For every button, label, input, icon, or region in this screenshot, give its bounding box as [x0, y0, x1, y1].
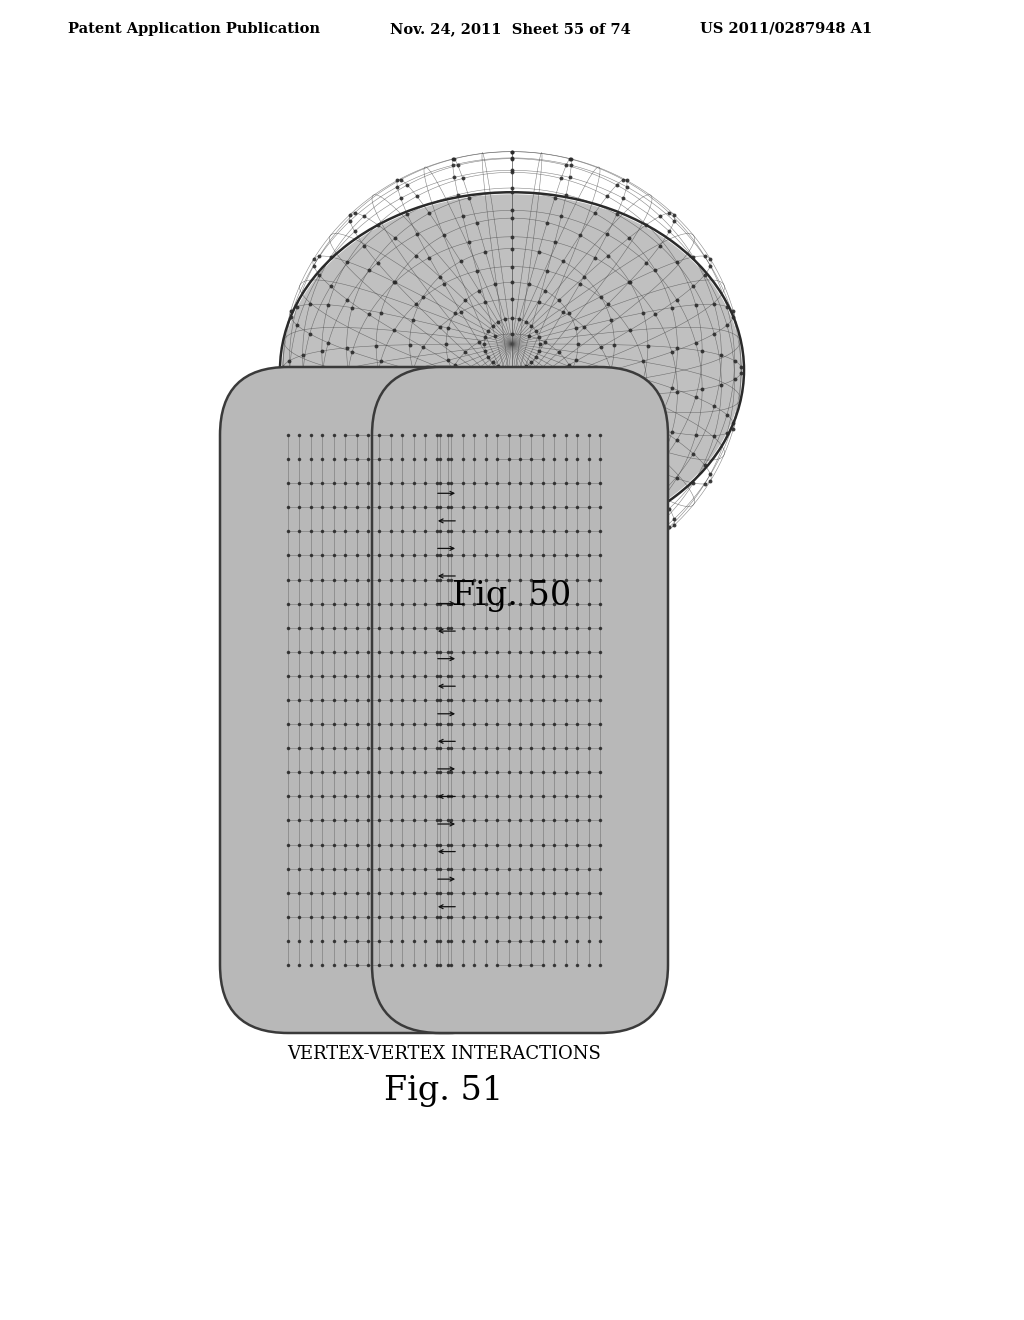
- Text: Patent Application Publication: Patent Application Publication: [68, 22, 319, 36]
- Text: VERTEX-VERTEX INTERACTIONS: VERTEX-VERTEX INTERACTIONS: [287, 1045, 601, 1063]
- Ellipse shape: [282, 194, 742, 545]
- FancyBboxPatch shape: [220, 367, 516, 1034]
- FancyBboxPatch shape: [372, 367, 668, 1034]
- Text: Nov. 24, 2011  Sheet 55 of 74: Nov. 24, 2011 Sheet 55 of 74: [390, 22, 631, 36]
- Text: Fig. 51: Fig. 51: [384, 1074, 504, 1107]
- Text: Fig. 50: Fig. 50: [453, 579, 571, 612]
- Text: US 2011/0287948 A1: US 2011/0287948 A1: [700, 22, 872, 36]
